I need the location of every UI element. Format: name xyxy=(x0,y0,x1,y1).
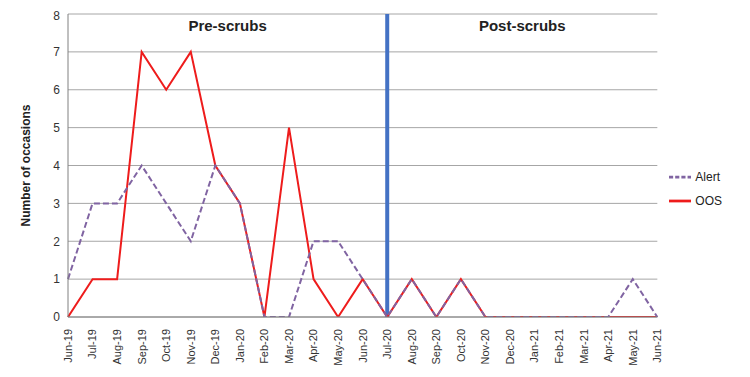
svg-text:Oct-19: Oct-19 xyxy=(160,329,172,362)
svg-text:Nov-19: Nov-19 xyxy=(185,329,197,364)
svg-text:Jul-20: Jul-20 xyxy=(381,329,393,359)
svg-text:Jan-20: Jan-20 xyxy=(234,329,246,363)
svg-text:6: 6 xyxy=(53,83,60,97)
svg-text:Jun-20: Jun-20 xyxy=(357,329,369,363)
svg-text:7: 7 xyxy=(53,45,60,59)
html-text:OOS: OOS xyxy=(695,193,722,208)
svg-text:1: 1 xyxy=(53,272,60,286)
svg-text:0: 0 xyxy=(53,310,60,324)
svg-text:4: 4 xyxy=(53,159,60,173)
svg-text:Mar-20: Mar-20 xyxy=(283,329,295,364)
svg-text:Pre-scrubs: Pre-scrubs xyxy=(188,17,266,34)
svg-text:Aug-20: Aug-20 xyxy=(406,329,418,364)
svg-text:May-21: May-21 xyxy=(627,329,639,366)
svg-text:3: 3 xyxy=(53,197,60,211)
svg-text:Apr-21: Apr-21 xyxy=(602,329,614,362)
svg-text:Jul-19: Jul-19 xyxy=(86,329,98,359)
svg-text:Mar-21: Mar-21 xyxy=(578,329,590,364)
svg-text:Jun-19: Jun-19 xyxy=(62,329,74,363)
svg-text:Post-scrubs: Post-scrubs xyxy=(479,17,566,34)
svg-text:Jun-21: Jun-21 xyxy=(651,329,663,363)
svg-text:2: 2 xyxy=(53,235,60,249)
svg-text:8: 8 xyxy=(53,9,60,23)
svg-text:Dec-20: Dec-20 xyxy=(504,329,516,364)
svg-text:Aug-19: Aug-19 xyxy=(111,329,123,364)
html-text:Alert: Alert xyxy=(695,169,720,184)
svg-text:Nov-20: Nov-20 xyxy=(479,329,491,364)
svg-text:Number of occasions: Number of occasions xyxy=(19,104,33,226)
svg-text:Jan-21: Jan-21 xyxy=(528,329,540,363)
svg-text:Apr-20: Apr-20 xyxy=(307,329,319,362)
svg-text:Feb-21: Feb-21 xyxy=(553,329,565,364)
svg-text:Sep-20: Sep-20 xyxy=(430,329,442,364)
svg-text:Feb-20: Feb-20 xyxy=(258,329,270,364)
svg-text:Oct-20: Oct-20 xyxy=(455,329,467,362)
svg-text:5: 5 xyxy=(53,121,60,135)
svg-text:May-20: May-20 xyxy=(332,329,344,366)
svg-text:Dec-19: Dec-19 xyxy=(209,329,221,364)
svg-text:Sep-19: Sep-19 xyxy=(136,329,148,364)
